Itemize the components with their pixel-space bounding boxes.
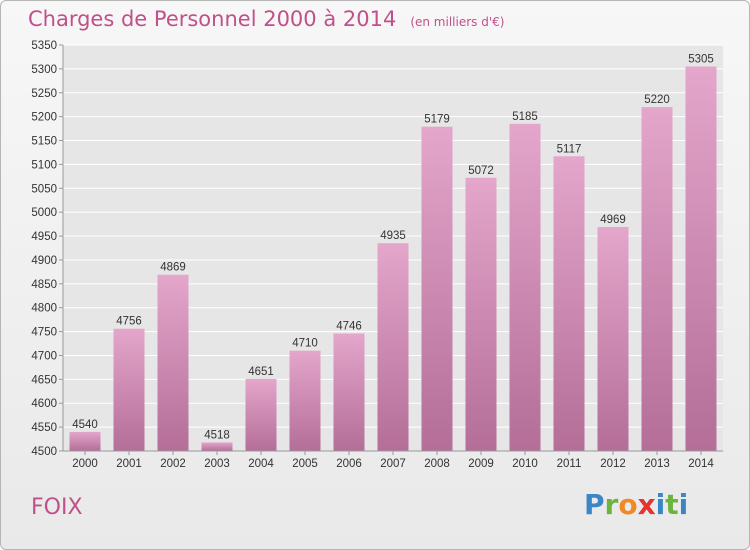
x-tick-label: 2014 [688, 458, 714, 470]
bar-2000 [69, 431, 101, 451]
data-label-2002: 4869 [160, 262, 186, 274]
x-tick-label: 2003 [204, 458, 230, 470]
data-label-2008: 5179 [424, 114, 450, 126]
bar-2013 [641, 107, 673, 451]
bar-2012 [597, 226, 629, 451]
y-tick-label: 4900 [31, 255, 57, 267]
y-tick-label: 5300 [31, 64, 57, 76]
bar-2010 [509, 123, 541, 451]
bar-2007 [377, 243, 409, 451]
x-tick-label: 2009 [468, 458, 494, 470]
bar-2014 [685, 66, 717, 452]
x-axis-ticks: 2000 2001 2002 2003 2004 2005 2006 2007 2008 2009… [72, 451, 714, 470]
y-tick-label: 4950 [31, 231, 57, 243]
bar-2001 [113, 328, 145, 451]
y-tick-label: 4550 [31, 422, 57, 434]
x-tick-label: 2002 [160, 458, 186, 470]
title-row: Charges de Personnel 2000 à 2014 (en mill… [28, 7, 504, 31]
y-tick-label: 4800 [31, 303, 57, 315]
bar-2006 [333, 333, 365, 451]
y-tick-label: 4850 [31, 279, 57, 291]
proxiti-logo: Proxiti [584, 488, 689, 521]
bar-2002 [157, 274, 189, 451]
data-label-2011: 5117 [557, 143, 582, 155]
commune-name: FOIX [31, 495, 83, 520]
x-tick-label: 2011 [557, 458, 582, 470]
y-tick-label: 5250 [31, 88, 57, 100]
y-tick-label: 4650 [31, 374, 57, 386]
data-label-2000: 4540 [72, 419, 98, 431]
x-tick-label: 2012 [600, 458, 626, 470]
bar-2011 [553, 156, 585, 452]
y-tick-label: 5350 [31, 40, 57, 52]
data-label-2012: 4969 [600, 214, 626, 226]
bars: 4540 4756 4869 4518 4651 4710 4746 4935 5179 5072… [69, 53, 717, 452]
chart-title: Charges de Personnel 2000 à 2014 [28, 7, 397, 31]
y-tick-label: 5050 [31, 183, 57, 195]
y-tick-label: 4600 [31, 398, 57, 410]
y-tick-label: 5200 [31, 112, 57, 124]
data-label-2005: 4710 [292, 338, 318, 350]
x-tick-label: 2001 [116, 458, 142, 470]
bar-2008 [421, 126, 453, 452]
y-tick-label: 4750 [31, 327, 57, 339]
x-tick-label: 2013 [644, 458, 670, 470]
y-tick-label: 5100 [31, 159, 57, 171]
data-label-2009: 5072 [468, 165, 494, 177]
data-label-2007: 4935 [380, 230, 406, 242]
chart-subtitle: (en milliers d'€) [410, 15, 505, 29]
data-label-2003: 4518 [204, 429, 230, 441]
bar-2003 [201, 442, 233, 451]
y-tick-label: 4500 [31, 446, 57, 458]
data-label-2014: 5305 [688, 53, 714, 65]
bar-2005 [289, 350, 321, 451]
x-tick-label: 2005 [292, 458, 318, 470]
x-tick-label: 2008 [424, 458, 450, 470]
x-tick-label: 2004 [248, 458, 274, 470]
data-label-2010: 5185 [512, 111, 538, 123]
y-tick-label: 4700 [31, 350, 57, 362]
y-tick-label: 5150 [31, 136, 57, 148]
bar-2009 [465, 177, 497, 451]
x-tick-label: 2000 [72, 458, 98, 470]
data-label-2001: 4756 [116, 316, 142, 328]
y-axis-ticks: 4500 4550 4600 4650 4700 4750 4800 4850 4900 4950… [31, 40, 63, 458]
bar-2004 [245, 378, 277, 451]
y-tick-label: 5000 [31, 207, 57, 219]
data-label-2004: 4651 [248, 366, 274, 378]
data-label-2006: 4746 [336, 320, 362, 332]
x-tick-label: 2006 [336, 458, 362, 470]
x-tick-label: 2007 [380, 458, 406, 470]
x-tick-label: 2010 [512, 458, 538, 470]
data-label-2013: 5220 [644, 94, 670, 106]
